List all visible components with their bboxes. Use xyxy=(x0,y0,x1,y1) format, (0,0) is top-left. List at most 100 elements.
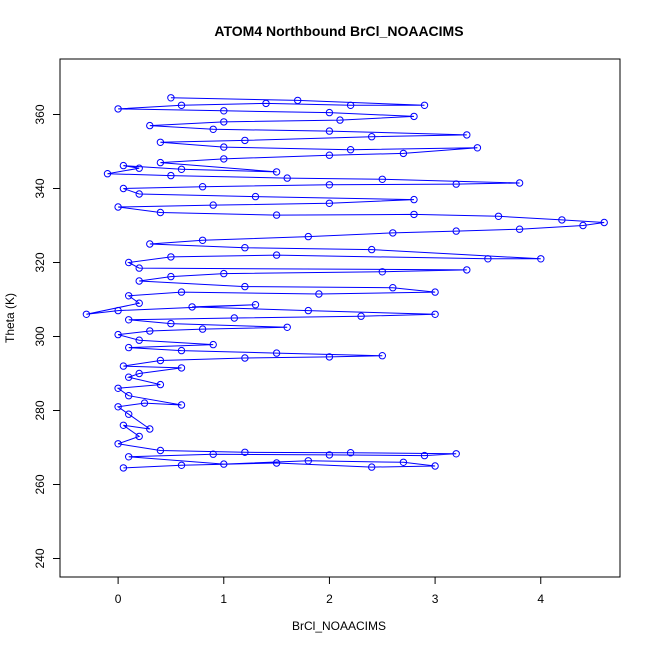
data-point xyxy=(325,127,334,135)
data-point xyxy=(209,201,217,209)
data-point xyxy=(241,448,249,456)
data-point xyxy=(82,310,91,318)
data-point xyxy=(515,225,524,233)
data-point xyxy=(119,362,128,370)
data-point xyxy=(378,175,386,184)
data-point xyxy=(125,292,133,300)
data-point xyxy=(114,403,122,411)
data-point xyxy=(346,449,355,457)
data-point xyxy=(452,180,460,188)
data-point xyxy=(220,269,228,278)
data-point xyxy=(357,312,365,320)
x-tick-label: 4 xyxy=(537,592,544,606)
data-point xyxy=(135,264,143,272)
data-point xyxy=(177,401,186,409)
data-point xyxy=(156,138,165,147)
data-point xyxy=(114,203,122,211)
data-point xyxy=(220,155,228,163)
data-point xyxy=(272,251,281,259)
data-point xyxy=(399,149,408,158)
data-point xyxy=(209,450,217,458)
data-point xyxy=(114,384,122,392)
data-point xyxy=(198,183,207,191)
data-point xyxy=(241,354,249,362)
data-point xyxy=(125,258,133,267)
data-point xyxy=(114,440,122,448)
data-point xyxy=(399,458,408,466)
data-point xyxy=(167,171,175,180)
data-point xyxy=(336,116,344,124)
data-point xyxy=(119,161,128,170)
x-tick-label: 2 xyxy=(326,592,333,606)
data-point xyxy=(325,181,334,189)
data-point xyxy=(515,179,524,187)
data-point xyxy=(420,101,429,110)
data-point xyxy=(579,221,587,230)
data-point xyxy=(177,364,186,372)
data-point xyxy=(410,112,418,121)
data-point xyxy=(146,240,154,248)
data-point xyxy=(177,101,186,110)
plot-layer xyxy=(82,94,608,472)
data-point xyxy=(167,272,175,281)
data-point xyxy=(325,353,334,361)
data-point xyxy=(272,459,281,467)
data-point xyxy=(272,168,281,176)
data-point xyxy=(378,268,386,276)
data-point xyxy=(241,282,249,291)
series-line xyxy=(86,97,605,469)
data-point xyxy=(135,190,143,198)
y-axis: 240 260 280 300 320 340 360 xyxy=(33,104,61,569)
data-point xyxy=(558,216,566,224)
data-point xyxy=(198,236,207,245)
data-point xyxy=(177,346,186,355)
data-point xyxy=(135,336,143,344)
y-tick-label: 260 xyxy=(33,474,47,494)
data-point xyxy=(135,277,143,285)
data-point xyxy=(325,199,334,208)
data-point xyxy=(230,314,239,322)
data-point xyxy=(135,164,143,172)
data-point xyxy=(473,144,482,152)
data-point xyxy=(420,451,429,460)
data-point xyxy=(135,432,143,441)
data-point xyxy=(156,208,165,217)
data-point xyxy=(378,352,386,360)
data-point xyxy=(241,244,249,252)
data-point xyxy=(463,266,471,274)
data-point xyxy=(209,125,217,134)
data-point xyxy=(294,96,302,105)
data-point xyxy=(156,158,165,167)
data-point xyxy=(119,421,128,429)
data-point xyxy=(177,165,186,174)
y-tick-label: 360 xyxy=(33,104,47,124)
data-point xyxy=(537,255,545,263)
data-point xyxy=(220,118,228,126)
data-point xyxy=(410,195,418,204)
data-point xyxy=(304,306,312,315)
data-point xyxy=(114,330,122,339)
data-point xyxy=(251,192,260,201)
data-point xyxy=(114,105,122,113)
data-point xyxy=(484,255,492,263)
x-axis-label: BrCl_NOAACIMS xyxy=(292,619,386,633)
plot-frame xyxy=(59,58,621,578)
data-point xyxy=(135,369,143,378)
data-point xyxy=(463,131,471,139)
x-tick-label: 0 xyxy=(115,592,122,606)
data-point xyxy=(368,463,376,471)
data-point xyxy=(220,143,228,151)
data-point xyxy=(262,99,270,108)
data-point xyxy=(389,284,397,292)
data-point xyxy=(452,227,460,235)
data-point xyxy=(431,288,439,296)
data-point xyxy=(198,325,207,333)
data-point xyxy=(325,151,334,159)
y-axis-label: Theta (K) xyxy=(3,293,17,343)
data-point xyxy=(346,146,355,154)
data-point xyxy=(368,133,376,141)
data-point xyxy=(167,94,175,102)
y-tick-label: 240 xyxy=(33,548,47,568)
data-point xyxy=(600,218,608,227)
data-point xyxy=(146,327,154,335)
